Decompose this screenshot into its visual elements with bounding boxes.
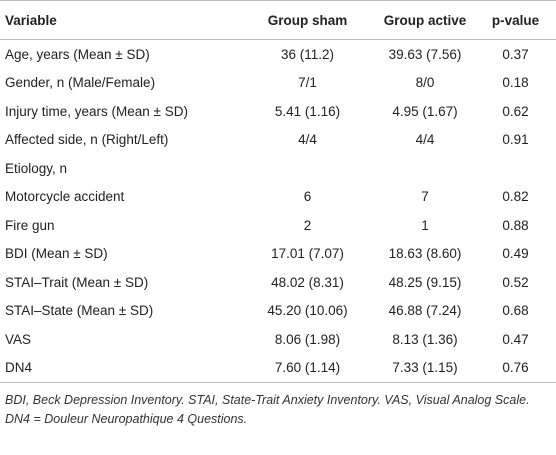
table-cell: 0.52: [502, 274, 529, 290]
table-cell: Etiology, n: [5, 160, 68, 176]
header-row: Variable Group sham Group active p-value: [0, 0, 556, 40]
table-cell: 5.41 (1.16): [274, 103, 341, 119]
table-row: BDI (Mean ± SD) 17.01 (7.07) 18.63 (8.60) 0…: [0, 240, 556, 269]
table-cell: VAS: [5, 331, 32, 347]
table-cell: 1: [421, 217, 429, 233]
table-cell: 7/1: [298, 75, 317, 91]
empty-cell: [375, 154, 475, 183]
table-row: Fire gun 2 1 0.88: [0, 211, 556, 240]
table-cell: 46.88 (7.24): [388, 303, 462, 319]
table-row: Affected side, n (Right/Left) 4/4 4/4 0.91: [0, 126, 556, 155]
table-row: DN4 7.60 (1.14) 7.33 (1.15) 0.76: [0, 353, 556, 383]
table-cell: 45.20 (10.06): [267, 303, 348, 319]
table-cell: STAI–Trait (Mean ± SD): [5, 274, 149, 290]
table-cell: 7.60 (1.14): [240, 353, 375, 383]
table-row: Gender, n (Male/Female) 7/1 8/0 0.18: [0, 69, 556, 98]
table-cell: Injury time, years (Mean ± SD): [5, 103, 188, 119]
table-cell: Age, years (Mean ± SD): [5, 46, 150, 62]
table-cell: DN4: [0, 353, 240, 383]
table-cell: 0.18: [502, 75, 529, 91]
table-cell: 0.91: [502, 132, 529, 148]
empty-cell: [240, 154, 375, 183]
table-cell: 18.63 (8.60): [388, 246, 462, 262]
table-cell: 0.82: [502, 189, 529, 205]
table-cell: 4/4: [415, 132, 435, 148]
table-cell: 0.88: [502, 217, 529, 233]
table-cell: 39.63 (7.56): [388, 46, 462, 62]
table-cell: Fire gun: [5, 217, 55, 233]
header-cell: p-value: [475, 0, 556, 40]
table-row: Injury time, years (Mean ± SD) 5.41 (1.16…: [0, 97, 556, 126]
table-cell: 7: [421, 189, 429, 205]
table-header: Variable Group sham Group active p-value: [0, 0, 556, 40]
table-cell: 8.13 (1.36): [392, 331, 458, 347]
table-cell: 36 (11.2): [280, 46, 335, 62]
table-row: STAI–Trait (Mean ± SD) 48.02 (8.31) 48.25 …: [0, 268, 556, 297]
table-cell: BDI (Mean ± SD): [5, 246, 108, 262]
table-cell: 0.76: [475, 353, 556, 383]
table-cell: 48.02 (8.31): [271, 274, 344, 290]
table-cell: 2: [303, 217, 312, 233]
table-cell: Gender, n (Male/Female): [5, 75, 156, 91]
table-cell: 7.33 (1.15): [375, 353, 475, 383]
table-cell: 0.49: [502, 246, 529, 262]
table-cell: 48.25 (9.15): [388, 274, 462, 290]
table-body: Age, years (Mean ± SD) 36 (11.2) 39.63 (7.…: [0, 40, 556, 383]
table-cell: 0.37: [502, 46, 529, 62]
data-table: Variable Group sham Group active p-value Ag…: [0, 0, 556, 383]
table-cell: 17.01 (7.07): [271, 246, 344, 262]
table-cell: 4.95 (1.67): [392, 103, 458, 119]
header-cell: Group active: [375, 0, 475, 40]
footnote: BDI, Beck Depression Inventory. STAI, St…: [5, 393, 530, 426]
table-cell: STAI–State (Mean ± SD): [5, 303, 154, 319]
header-cell: Group sham: [240, 0, 375, 40]
table-cell: 0.68: [502, 303, 529, 319]
empty-cell: [475, 154, 556, 183]
table-cell: 6: [303, 189, 312, 205]
table-cell: 8/0: [415, 75, 435, 91]
table-row: VAS 8.06 (1.98) 8.13 (1.36) 0.47: [0, 325, 556, 354]
table-cell: 0.62: [502, 103, 529, 119]
table-cell: Affected side, n (Right/Left): [5, 132, 169, 148]
table-row: Etiology, n: [0, 154, 556, 183]
table-cell: 8.06 (1.98): [274, 331, 341, 347]
table-row: Motorcycle accident 6 7 0.82: [0, 183, 556, 212]
table-row: Age, years (Mean ± SD) 36 (11.2) 39.63 (7.…: [0, 40, 556, 69]
header-cell: Variable: [0, 0, 240, 40]
table-cell: Motorcycle accident: [5, 189, 125, 205]
table-row: STAI–State (Mean ± SD) 45.20 (10.06) 46.88…: [0, 297, 556, 326]
table-cell: 0.47: [502, 331, 529, 347]
table-cell: 4/4: [298, 132, 317, 148]
